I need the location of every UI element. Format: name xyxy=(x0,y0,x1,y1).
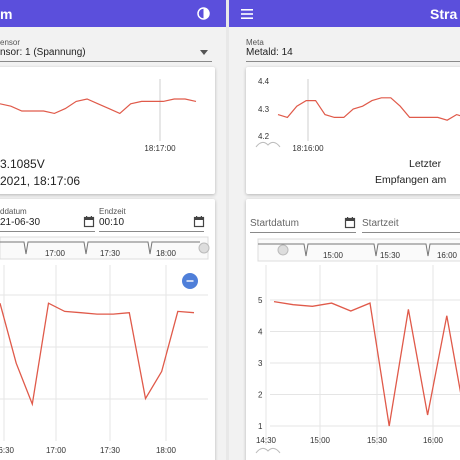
mini-navigator-preview xyxy=(255,141,281,148)
sensor-select[interactable]: nsor: 1 (Spannung) xyxy=(0,47,86,58)
x-tick-label: 17:30 xyxy=(100,446,121,455)
meta-select-underline xyxy=(246,61,460,62)
end-time-underline xyxy=(99,231,204,232)
navigator-series xyxy=(0,241,200,255)
right-mini-chart: 4.4 4.3 4.2 18:16:00 xyxy=(255,77,460,153)
left-pane: m ensor nsor: 1 (Spannung) 18:17:00 3.10… xyxy=(0,0,226,460)
end-time-label: Endzeit xyxy=(99,207,126,216)
right-status-card: 4.4 4.3 4.2 18:16:00 Letzter Empfangen am xyxy=(246,67,460,194)
series-line xyxy=(277,97,460,121)
sensor-select-underline xyxy=(0,61,212,62)
meta-select[interactable]: Metald: 14 xyxy=(246,47,293,58)
theme-toggle-icon[interactable] xyxy=(197,7,210,20)
x-tick-label: 16:30 xyxy=(0,446,15,455)
left-range-card: ddatum 21-06-30 Endzeit 00:10 17:00 17:30… xyxy=(0,199,215,460)
navigator-handle xyxy=(198,242,210,254)
x-tick-label: 14:30 xyxy=(256,436,277,445)
series-line xyxy=(0,98,197,115)
right-main-chart: 5 4 3 2 1 14:30 15:00 15:30 16:00 xyxy=(255,265,460,454)
reading-value: 3.1085V xyxy=(0,157,45,171)
y-tick-label: 2 xyxy=(258,391,263,400)
y-tick-label: 3 xyxy=(258,359,263,368)
menu-icon[interactable] xyxy=(241,9,253,19)
navigator-tick: 17:00 xyxy=(45,249,66,258)
navigator-series xyxy=(258,243,460,257)
start-date-underline xyxy=(0,231,95,232)
series-line xyxy=(0,302,195,407)
y-tick-label: 4.4 xyxy=(258,77,270,86)
left-app-title: m xyxy=(0,6,13,22)
series-line xyxy=(273,300,460,427)
navigator-preview xyxy=(255,447,281,454)
y-tick-label: 4.2 xyxy=(258,132,270,141)
navigator-tick: 16:00 xyxy=(437,251,458,260)
x-tick-label: 17:00 xyxy=(46,446,67,455)
reading-time: 2021, 18:17:06 xyxy=(0,174,81,188)
x-tick-label: 18:00 xyxy=(156,446,177,455)
x-tick-label: 15:30 xyxy=(367,436,388,445)
sensor-label: ensor xyxy=(0,38,21,47)
navigator-tick: 15:30 xyxy=(380,251,401,260)
y-tick-label: 1 xyxy=(258,422,263,431)
navigator-handle xyxy=(277,244,289,256)
right-range-card: Startdatum Startzeit 15:00 15:30 16:00 5 4 3… xyxy=(246,199,460,460)
y-tick-label: 4 xyxy=(258,328,263,337)
y-tick-label: 5 xyxy=(258,296,263,305)
calendar-icon[interactable] xyxy=(83,216,95,228)
status-line-1: Letzter xyxy=(409,158,442,170)
x-tick-label: 18:16:00 xyxy=(292,144,324,153)
start-date-input[interactable]: Startdatum xyxy=(250,218,299,229)
start-date-label: ddatum xyxy=(0,207,27,216)
start-date-underline xyxy=(250,232,356,233)
left-range-navigator[interactable]: 17:00 17:30 18:00 xyxy=(0,236,210,261)
left-mini-chart: 18:17:00 xyxy=(0,79,197,153)
start-time-underline xyxy=(362,232,460,233)
calendar-icon[interactable] xyxy=(193,216,205,228)
x-tick-label: 16:00 xyxy=(423,436,444,445)
start-date-field[interactable]: 21-06-30 xyxy=(0,217,41,228)
meta-label: Meta xyxy=(246,38,264,47)
navigator-tick: 18:00 xyxy=(156,249,177,258)
calendar-icon[interactable] xyxy=(344,217,356,229)
right-range-navigator[interactable]: 15:00 15:30 16:00 xyxy=(257,238,460,262)
zoom-out-icon[interactable] xyxy=(182,273,198,289)
right-pane: Stra Meta Metald: 14 4.4 4.3 4.2 18:16:00 L… xyxy=(229,0,460,460)
end-time-field[interactable]: 00:10 xyxy=(99,217,125,228)
start-time-input[interactable]: Startzeit xyxy=(362,218,399,229)
chevron-down-icon[interactable] xyxy=(200,50,208,55)
left-main-chart: 16:30 17:00 17:30 18:00 xyxy=(0,265,208,455)
navigator-tick: 15:00 xyxy=(323,251,344,260)
x-tick-label: 15:00 xyxy=(310,436,331,445)
y-tick-label: 4.3 xyxy=(258,105,270,114)
navigator-tick: 17:30 xyxy=(100,249,121,258)
right-app-title: Stra xyxy=(430,6,458,22)
x-tick-label: 18:17:00 xyxy=(144,144,176,153)
left-reading-card: 18:17:00 3.1085V 2021, 18:17:06 xyxy=(0,67,215,194)
status-line-2: Empfangen am xyxy=(375,174,447,186)
left-app-bar: m xyxy=(0,0,226,27)
right-app-bar: Stra xyxy=(229,0,460,27)
